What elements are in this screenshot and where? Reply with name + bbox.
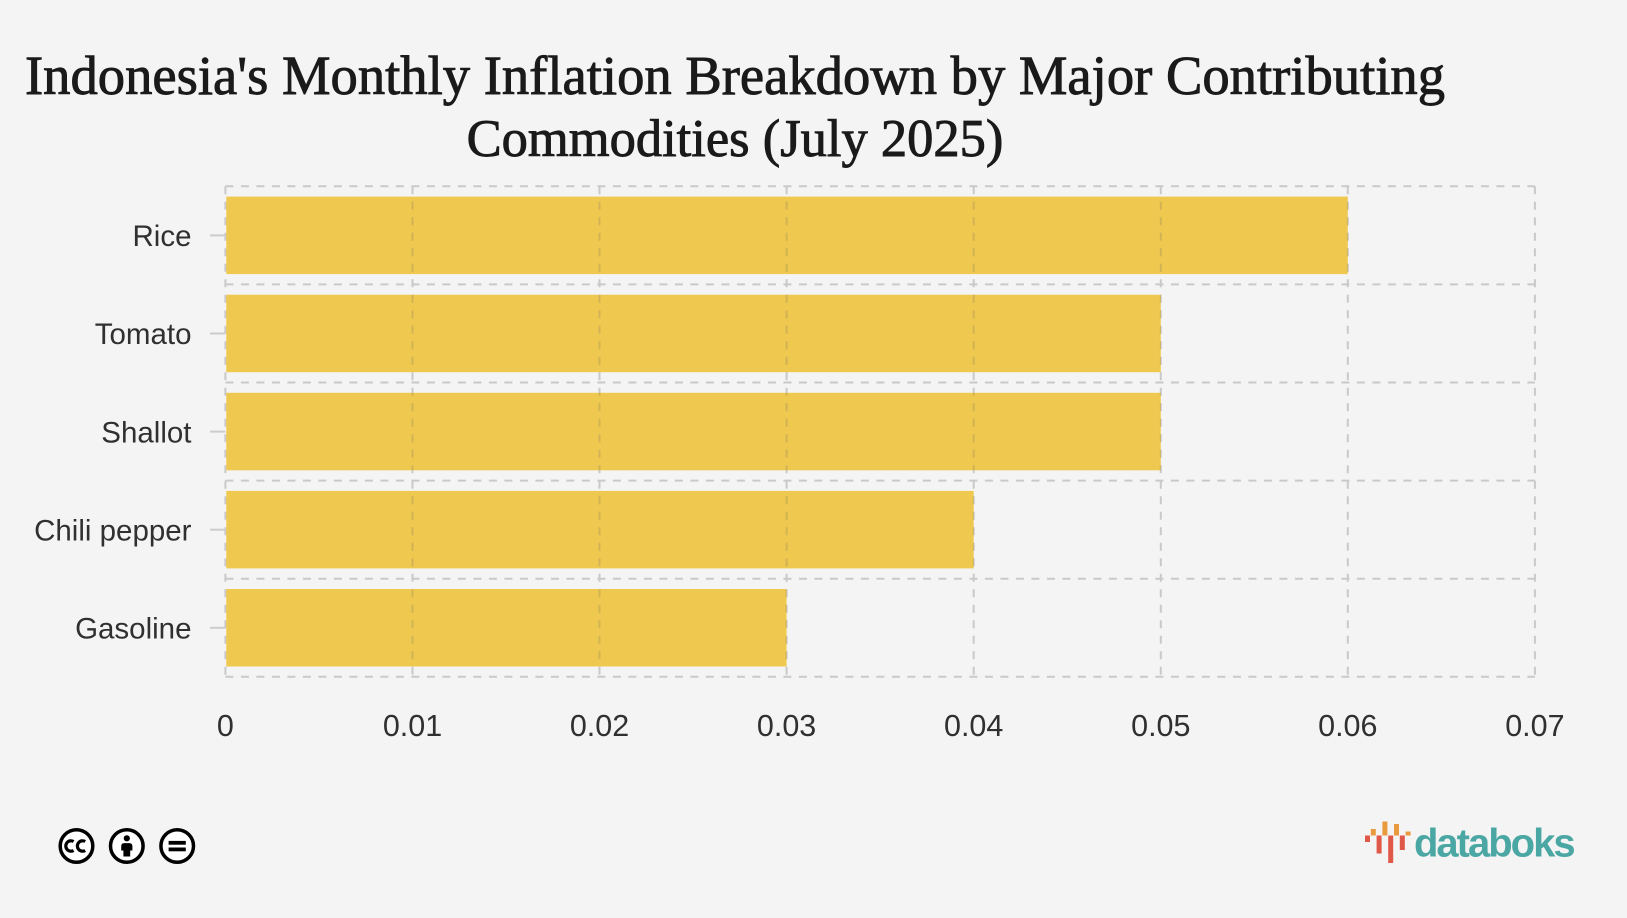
- svg-text:0.06: 0.06: [1318, 709, 1377, 743]
- svg-text:Gasoline: Gasoline: [75, 613, 191, 646]
- svg-text:0.07: 0.07: [1505, 709, 1564, 743]
- svg-text:0.03: 0.03: [757, 709, 816, 743]
- svg-text:Rice: Rice: [132, 220, 191, 253]
- svg-text:databoks: databoks: [1414, 822, 1574, 866]
- svg-text:0.02: 0.02: [570, 709, 629, 743]
- svg-text:Tomato: Tomato: [95, 318, 192, 351]
- svg-text:Shallot: Shallot: [101, 416, 191, 449]
- svg-text:0.04: 0.04: [944, 709, 1003, 743]
- svg-text:Chili pepper: Chili pepper: [34, 514, 192, 547]
- svg-text:Commodities (July 2025): Commodities (July 2025): [467, 110, 1004, 168]
- svg-text:Indonesia's Monthly Inflation: Indonesia's Monthly Inflation Breakdown …: [25, 45, 1445, 106]
- svg-text:0: 0: [217, 709, 234, 743]
- svg-text:0.01: 0.01: [383, 709, 442, 743]
- svg-text:0.05: 0.05: [1131, 709, 1190, 743]
